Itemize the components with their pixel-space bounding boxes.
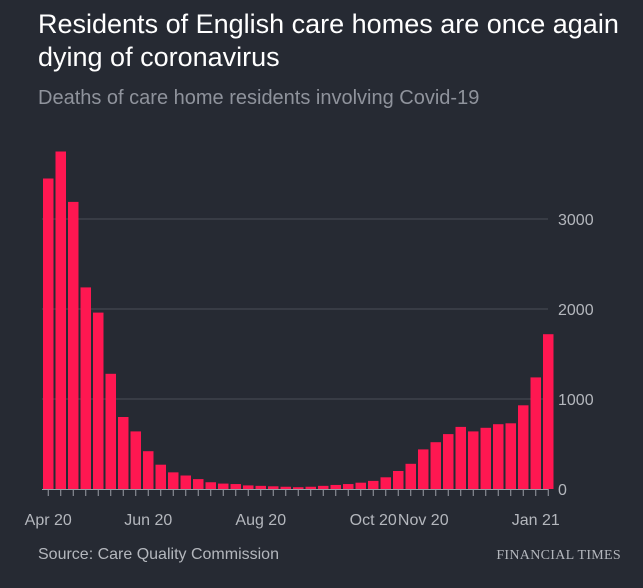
bar <box>355 482 366 489</box>
bar <box>455 426 466 489</box>
bar <box>293 487 304 489</box>
bar <box>143 451 154 489</box>
x-tick-label: Aug 20 <box>235 512 286 529</box>
bar <box>180 475 191 489</box>
bar-chart: 0 1000 2000 3000 Apr 20 Jun 20 Aug 20 Oct 20 Nov… <box>25 151 594 529</box>
bar <box>230 484 241 489</box>
bar <box>305 486 316 489</box>
brand-logo: FINANCIAL TIMES <box>496 548 621 563</box>
x-tick-label: Nov 20 <box>398 512 449 529</box>
bar <box>243 485 254 489</box>
bar <box>255 485 266 489</box>
bar <box>130 431 141 489</box>
bar <box>530 377 541 489</box>
bar <box>155 464 166 489</box>
y-tick-label: 1000 <box>558 392 594 409</box>
bar <box>405 463 416 489</box>
bar <box>468 431 479 489</box>
bar <box>418 449 429 489</box>
y-tick-label: 3000 <box>558 212 594 229</box>
bar <box>480 427 491 489</box>
x-tick-label: Jun 20 <box>124 512 172 529</box>
bar <box>193 479 204 489</box>
bar <box>343 484 354 489</box>
x-tick-label: Apr 20 <box>25 512 72 529</box>
chart-title: Residents of English care homes are once… <box>38 9 619 72</box>
bar <box>105 373 116 489</box>
bar <box>443 434 454 489</box>
x-tick-label: Jan 21 <box>512 512 560 529</box>
bar <box>280 486 291 489</box>
x-tick-label: Oct 20 <box>350 512 397 529</box>
bar <box>80 287 91 489</box>
source-note: Source: Care Quality Commission <box>38 546 279 563</box>
y-tick-label: 0 <box>558 482 567 499</box>
bar <box>393 471 404 489</box>
bar <box>518 405 529 489</box>
bar <box>493 424 504 489</box>
bar <box>430 442 441 489</box>
bar <box>380 477 391 489</box>
bar <box>205 482 216 489</box>
bar <box>505 423 516 489</box>
bar <box>168 472 179 489</box>
bar <box>218 483 229 489</box>
bar <box>43 178 54 489</box>
bar <box>93 312 104 489</box>
bar <box>368 480 379 489</box>
bar <box>118 417 129 489</box>
chart-subtitle: Deaths of care home residents involving … <box>38 87 480 109</box>
bar <box>543 334 554 489</box>
bar <box>318 485 329 489</box>
bar <box>55 151 66 489</box>
bar <box>268 486 279 489</box>
bar <box>68 201 79 489</box>
y-tick-label: 2000 <box>558 302 594 319</box>
bar <box>330 484 341 489</box>
